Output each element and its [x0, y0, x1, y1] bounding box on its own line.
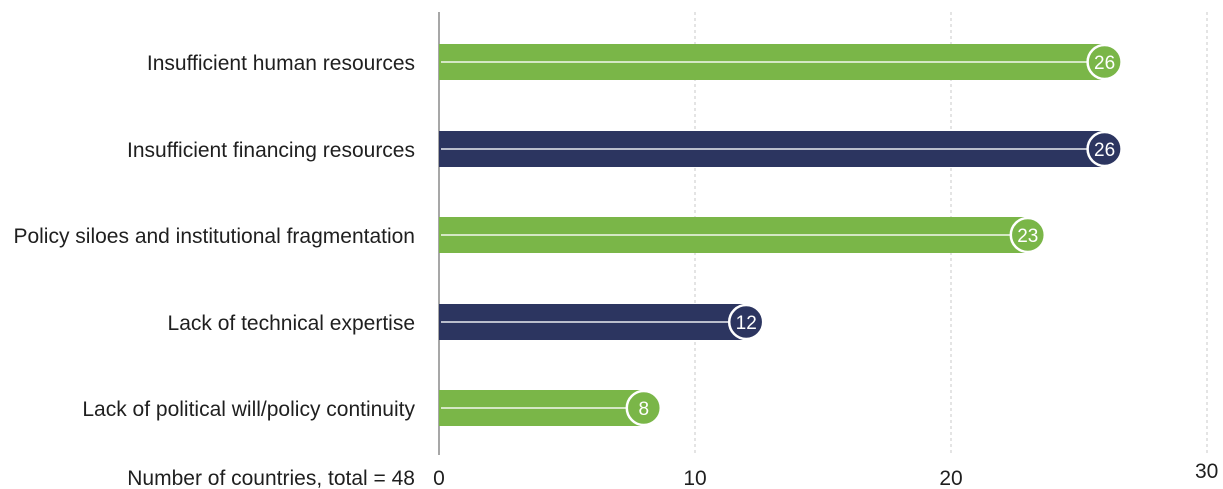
x-tick-label: 0	[433, 467, 445, 489]
x-tick-labels: 0 10 20 30	[433, 460, 1218, 489]
value-marker	[625, 389, 663, 427]
category-labels: Insufficient human resources Insufficient…	[13, 52, 415, 421]
x-tick-label: 10	[683, 467, 706, 489]
value-label: 8	[639, 399, 650, 420]
value-label: 26	[1094, 53, 1115, 74]
value-label: 26	[1094, 140, 1115, 161]
gridlines	[694, 12, 1208, 455]
category-label: Insufficient human resources	[147, 52, 415, 75]
category-label: Lack of technical expertise	[168, 312, 415, 335]
category-label: Lack of political will/policy continuity	[82, 398, 415, 421]
x-tick-label: 20	[939, 467, 962, 489]
value-label: 12	[736, 313, 757, 334]
value-label: 23	[1017, 226, 1038, 247]
category-label: Policy siloes and institutional fragment…	[13, 225, 415, 248]
x-axis-title: Number of countries, total = 48	[127, 467, 415, 489]
bars: 26 26 23 12 8	[439, 43, 1123, 427]
value-marker	[1086, 43, 1123, 81]
category-label: Insufficient financing resources	[127, 139, 415, 162]
value-marker	[1009, 216, 1047, 254]
value-marker	[727, 303, 765, 341]
value-marker	[1086, 130, 1123, 168]
x-tick-label: 30	[1195, 460, 1218, 483]
